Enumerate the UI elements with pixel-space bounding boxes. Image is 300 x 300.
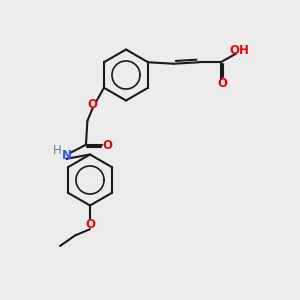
Text: H: H	[53, 144, 62, 157]
Text: O: O	[88, 98, 98, 111]
Text: O: O	[85, 218, 95, 231]
Text: O: O	[217, 77, 227, 90]
Text: O: O	[103, 140, 112, 152]
Text: N: N	[62, 149, 72, 162]
Text: OH: OH	[229, 44, 249, 57]
